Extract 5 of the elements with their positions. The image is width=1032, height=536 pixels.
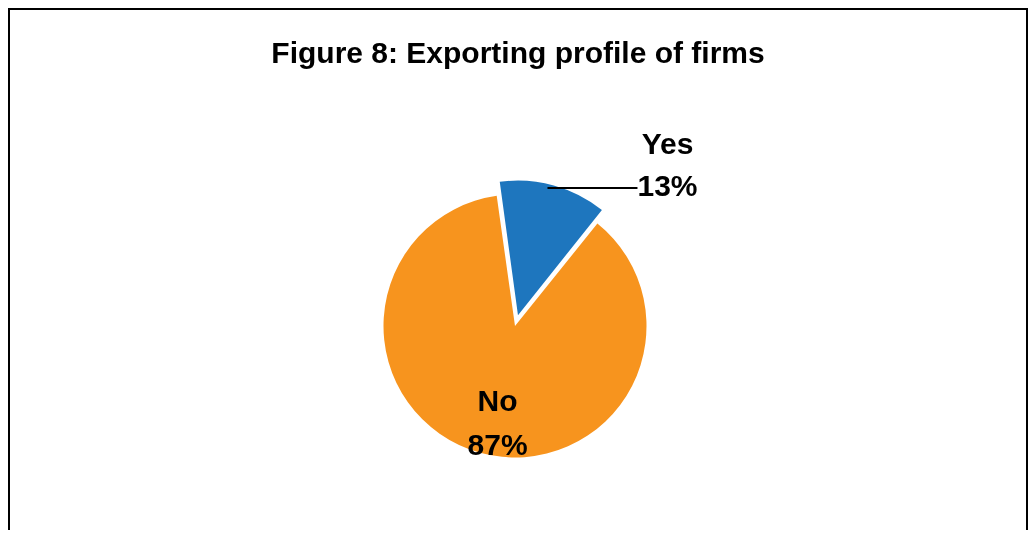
chart-title: Figure 8: Exporting profile of firms xyxy=(271,36,765,70)
data-label: 13% xyxy=(637,169,698,203)
slice-label: No xyxy=(477,383,518,417)
data-label: 87% xyxy=(467,427,528,461)
slice-label: Yes xyxy=(641,127,694,161)
